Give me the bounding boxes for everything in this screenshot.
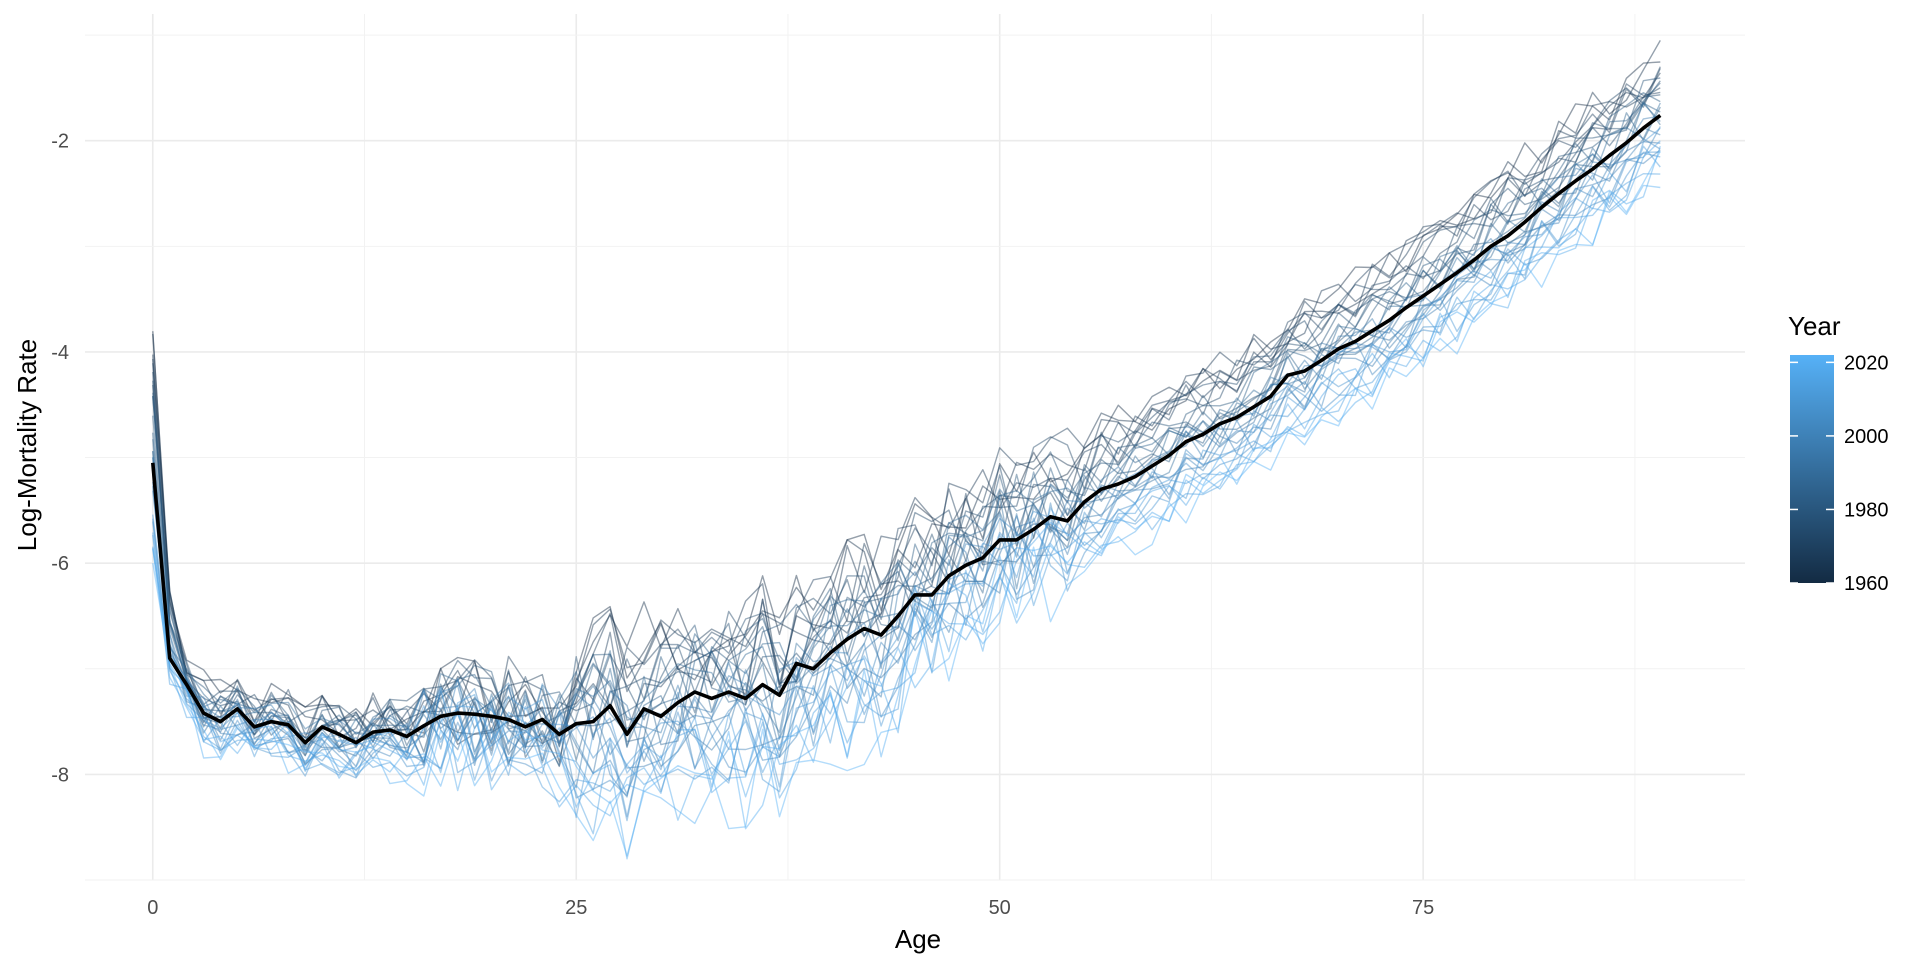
year-line-1998 bbox=[152, 115, 1661, 789]
year-line-2018 bbox=[152, 145, 1661, 860]
year-line-1968 bbox=[152, 83, 1661, 747]
year-line-2016 bbox=[152, 140, 1661, 817]
mean-line bbox=[151, 113, 1662, 745]
year-line-1982 bbox=[152, 92, 1661, 767]
legend-colorbar bbox=[1790, 355, 1834, 583]
x-tick-label: 0 bbox=[147, 897, 158, 919]
legend-title: Year bbox=[1788, 311, 1841, 341]
year-line-1994 bbox=[152, 141, 1661, 775]
year-line-2004 bbox=[152, 126, 1661, 799]
year-line-2008 bbox=[152, 151, 1661, 822]
y-tick-label: -6 bbox=[51, 553, 69, 575]
x-axis-title: Age bbox=[895, 924, 941, 954]
year-line-1970 bbox=[152, 68, 1661, 745]
year-line-2020 bbox=[152, 184, 1661, 830]
x-tick-label: 25 bbox=[565, 897, 587, 919]
grid-layer bbox=[85, 14, 1745, 881]
year-line-1978 bbox=[152, 77, 1661, 756]
year-line-2022 bbox=[152, 150, 1661, 857]
x-tick-label: 75 bbox=[1412, 897, 1434, 919]
year-line-1980 bbox=[152, 82, 1661, 748]
axis-labels-layer: 0 25 50 75 -8 -6 -4 -2 bbox=[51, 131, 1434, 919]
year-line-2010 bbox=[152, 127, 1661, 819]
y-tick-label: -8 bbox=[51, 764, 69, 786]
mean-line-layer bbox=[151, 113, 1662, 745]
year-line-2012 bbox=[152, 145, 1661, 803]
year-line-1972 bbox=[152, 66, 1661, 743]
legend-tick-label: 1960 bbox=[1844, 573, 1889, 595]
year-line-1962 bbox=[152, 40, 1661, 763]
year-line-2000 bbox=[152, 149, 1661, 798]
legend-tick-label: 1980 bbox=[1844, 499, 1889, 521]
year-line-1984 bbox=[152, 102, 1661, 757]
color-legend: Year 1960 1980 2000 2020 bbox=[1788, 311, 1889, 595]
x-tick-label: 50 bbox=[989, 897, 1011, 919]
year-line-2014 bbox=[152, 173, 1661, 835]
year-line-1992 bbox=[152, 102, 1661, 767]
legend-tick-label: 2020 bbox=[1844, 352, 1889, 374]
y-tick-label: -4 bbox=[51, 342, 69, 364]
year-line-1960 bbox=[152, 61, 1661, 736]
y-axis-title: Log-Mortality Rate bbox=[12, 339, 42, 551]
year-line-1974 bbox=[152, 94, 1661, 753]
year-lines-layer bbox=[152, 40, 1661, 860]
y-tick-label: -2 bbox=[51, 131, 69, 153]
year-line-2006 bbox=[152, 152, 1661, 818]
year-line-1986 bbox=[152, 106, 1661, 765]
legend-ticks: 1960 1980 2000 2020 bbox=[1790, 352, 1889, 595]
legend-tick-label: 2000 bbox=[1844, 426, 1889, 448]
year-line-1996 bbox=[152, 127, 1661, 768]
year-line-1964 bbox=[152, 72, 1661, 737]
